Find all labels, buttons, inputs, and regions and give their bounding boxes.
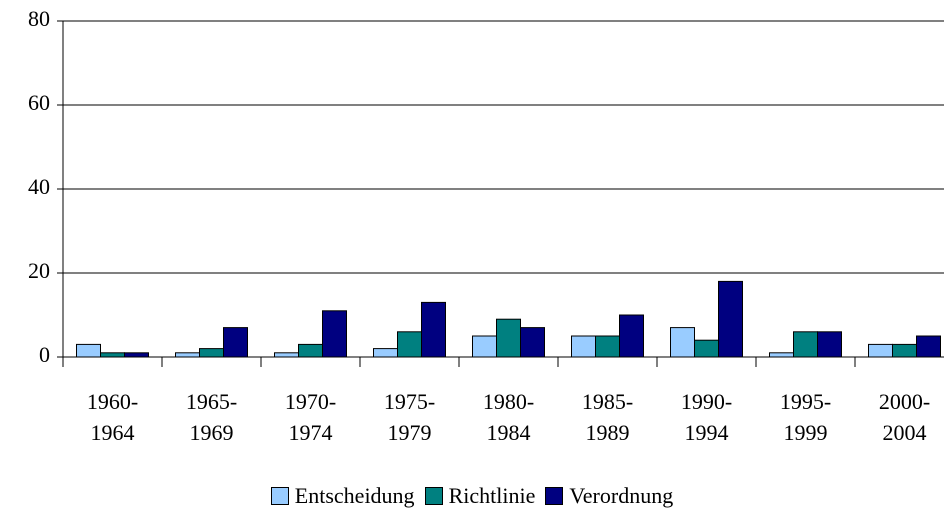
bar [274,352,299,358]
y-tick-label: 60 [28,90,50,115]
y-tick-label: 80 [28,6,50,31]
bar [199,348,224,358]
bar [595,335,620,358]
bar [223,327,248,358]
legend-swatch [270,487,289,505]
bar [397,331,422,358]
bar [175,352,200,358]
x-tick-label: 1975- 1979 [383,389,436,445]
legend-label: Entscheidung [294,483,415,508]
y-tick-label: 40 [28,174,50,199]
x-tick-label: 1995- 1999 [779,389,832,445]
bar [100,352,125,358]
x-tick-label: 1960- 1964 [86,389,139,445]
bar [793,331,818,358]
bar [868,343,893,358]
legend-swatch [545,487,564,505]
bar [892,343,917,358]
x-tick-label: 1985- 1989 [581,389,634,445]
legend-item: Verordnung [545,482,673,510]
bar [520,327,545,358]
bar [373,348,398,358]
x-tick-label: 1980- 1984 [482,389,535,445]
bar [322,310,347,358]
legend-label: Richtlinie [448,483,536,508]
x-tick-label: 1990- 1994 [680,389,733,445]
y-tick-label: 0 [39,342,50,367]
legend: Entscheidung Richtlinie Verordnung [0,482,944,510]
bar [571,335,596,358]
legend-item: Entscheidung [270,482,415,510]
x-tick-label: 2000- 2004 [878,389,931,445]
bar [76,343,101,358]
bar [619,314,644,358]
bar [298,343,323,358]
x-tick-label: 1965- 1969 [185,389,238,445]
x-tick-label: 1970- 1974 [284,389,337,445]
bar [124,352,149,358]
bar [472,335,497,358]
bar [769,352,794,358]
bar [670,327,695,358]
legend-swatch [424,487,443,505]
bar [694,339,719,358]
bar [496,318,521,358]
y-tick-label: 20 [28,258,50,283]
bar [718,280,743,358]
bar [421,301,446,358]
legend-item: Richtlinie [424,482,536,510]
bar [916,335,941,358]
bar [817,331,842,358]
legend-label: Verordnung [569,483,674,508]
